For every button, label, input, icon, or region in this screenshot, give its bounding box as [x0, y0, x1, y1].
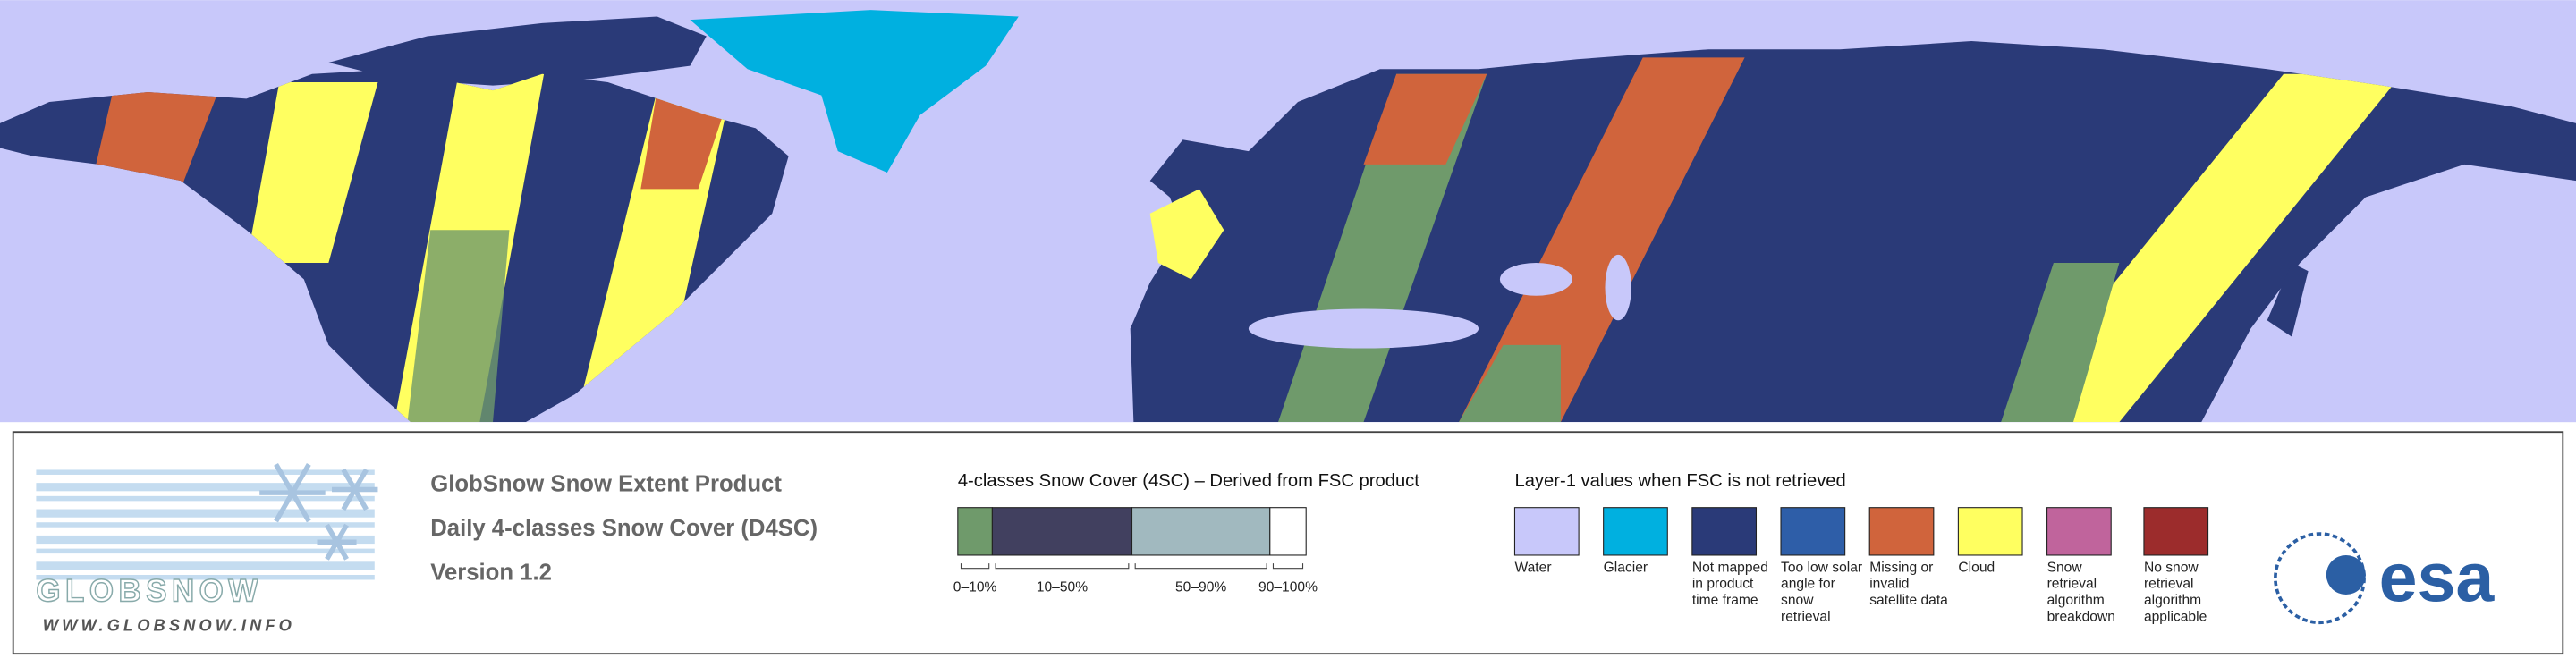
snowflake-arm [335, 540, 349, 561]
layer1-label-box: No snow retrieval algorithm applicable [2143, 558, 2207, 625]
scale-label: 90–100% [1258, 579, 1318, 595]
layer1-label-box: Not mapped in product time frame [1691, 558, 1768, 608]
scale-swatch [1131, 507, 1271, 556]
scale-bracket [960, 563, 990, 570]
logo-stripe [36, 575, 375, 580]
layer1-title: Layer-1 values when FSC is not retrieved [1514, 471, 1845, 491]
scale-label: 0–10% [953, 579, 997, 595]
snowflake-arm [352, 488, 369, 511]
product-line: Version 1.2 [430, 561, 552, 586]
snowflake-arm [274, 462, 295, 494]
logo-stripe [36, 483, 375, 492]
layer1-label: Too low solar angle for snow retrieval [1781, 558, 1863, 625]
layer1-label: Glacier [1603, 558, 1648, 575]
layer1-label-box: Cloud [1958, 558, 1996, 575]
logo-stripe [36, 548, 375, 554]
layer1-swatch [1513, 507, 1580, 556]
scale-bracket [1272, 563, 1304, 570]
logo-stripe [36, 509, 375, 518]
scale-bracket [995, 563, 1130, 570]
logo-name: GLOBSNOW [36, 573, 262, 608]
esa-name: esa [2379, 539, 2496, 616]
snowflake-arm [335, 523, 349, 544]
layer1-label: Missing or invalid satellite data [1869, 558, 1948, 608]
logo-stripe [36, 522, 375, 528]
snowflake-arm [325, 540, 339, 561]
layer1-label-box: Water [1514, 558, 1552, 575]
globsnow-logo: GLOBSNOW WWW.GLOBSNOW.INFO [36, 462, 378, 634]
snowflake-arm [290, 491, 311, 523]
snowflake-arm [352, 468, 369, 491]
layer1-label: Snow retrieval algorithm breakdown [2046, 558, 2115, 625]
layer1-label-box: Glacier [1603, 558, 1648, 575]
snowflake-arm [274, 491, 295, 523]
snowflake-arm [325, 523, 339, 544]
logo-stripe [36, 561, 375, 570]
map [0, 0, 2576, 423]
product-line: Daily 4-classes Snow Cover (D4SC) [430, 516, 818, 541]
snowflake-arm [341, 488, 358, 511]
layer1-swatch [1780, 507, 1846, 556]
layer1-label: Water [1514, 558, 1552, 575]
snowflake-arm [290, 462, 311, 494]
scale-swatch [957, 507, 993, 556]
layer1-label-box: Snow retrieval algorithm breakdown [2046, 558, 2115, 625]
layer1-label-box: Missing or invalid satellite data [1869, 558, 1948, 608]
scale-label: 10–50% [1037, 579, 1088, 595]
layer1-swatch [1691, 507, 1758, 556]
esa-logo: esa [2274, 532, 2496, 625]
layer1-swatch [1957, 507, 2023, 556]
layer1-swatch [2046, 507, 2112, 556]
logo-stripe [36, 535, 375, 545]
scale-swatch [1269, 507, 1307, 556]
logo-stripe [36, 469, 375, 475]
layer1-label: Cloud [1958, 558, 1996, 575]
layer1-swatch [1603, 507, 1668, 556]
layer1-swatch [1868, 507, 1935, 556]
scale-title: 4-classes Snow Cover (4SC) – Derived fro… [958, 471, 1419, 491]
logo-url: WWW.GLOBSNOW.INFO [43, 615, 295, 634]
layer1-swatch [2143, 507, 2209, 556]
scale-swatch [991, 507, 1133, 556]
scale-label: 50–90% [1175, 579, 1226, 595]
layer1-label: Not mapped in product time frame [1691, 558, 1768, 608]
layer1-label-box: Too low solar angle for snow retrieval [1781, 558, 1863, 625]
logo-stripe [36, 495, 375, 502]
scale-bracket [1134, 563, 1267, 570]
snowflake-arm [341, 468, 358, 491]
layer1-label: No snow retrieval algorithm applicable [2143, 558, 2207, 625]
product-line: GlobSnow Snow Extent Product [430, 471, 782, 496]
